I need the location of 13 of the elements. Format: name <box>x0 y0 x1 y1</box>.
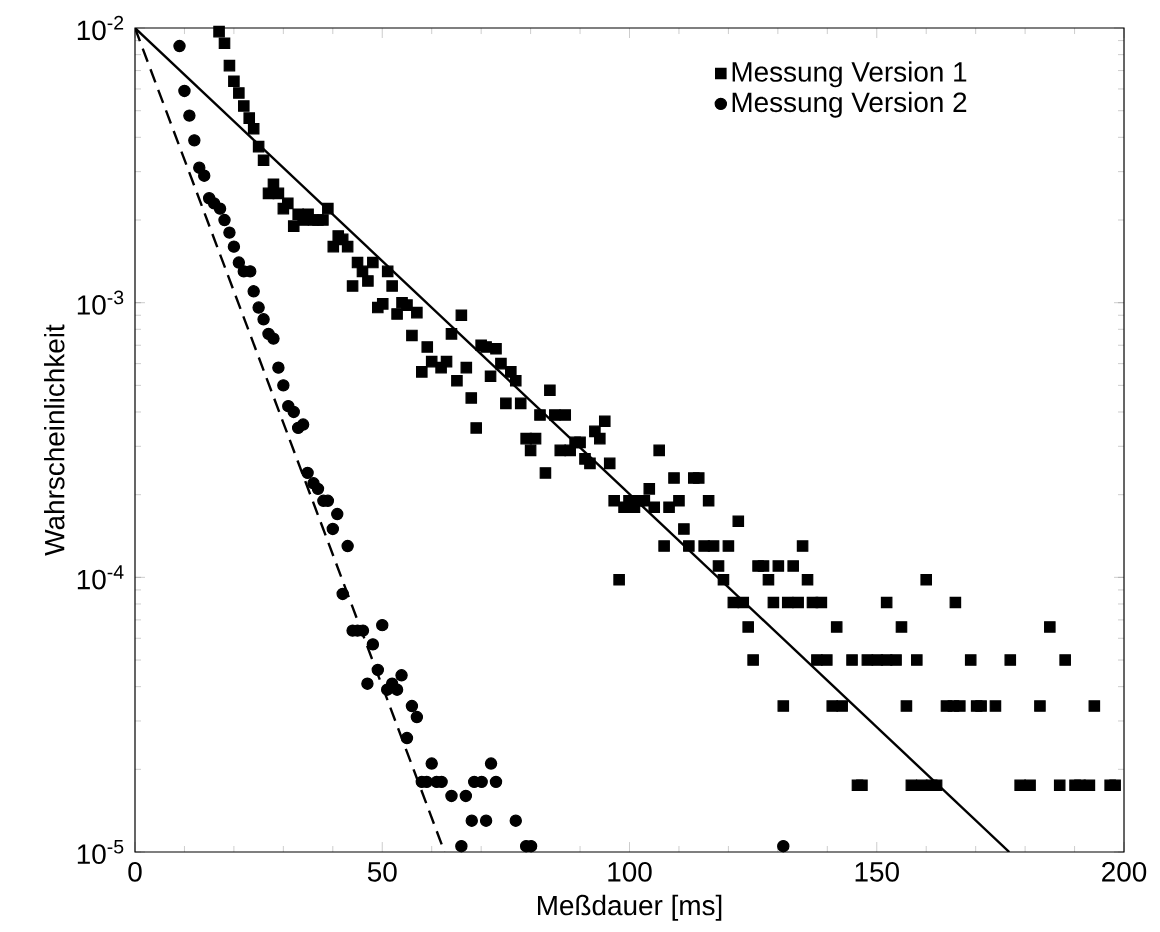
x-tick-label: 50 <box>367 861 397 882</box>
x-tick-label: 100 <box>608 861 652 882</box>
legend-label: Messung Version 2 <box>732 91 967 118</box>
y-tick-label: 10$^{-3}$ <box>77 290 124 315</box>
x-tick-label: 200 <box>1102 861 1147 882</box>
legend-label: Messung Version 1 <box>732 61 967 88</box>
y-tick-label: 10$^{-5}$ <box>77 839 124 865</box>
y-tick-label: 10$^{-4}$ <box>77 565 124 590</box>
x-tick-label: 0 <box>128 861 142 882</box>
y-tick-label: 10$^{-2}$ <box>77 15 124 41</box>
x-axis-title: Meßdauer [ms] <box>538 894 722 921</box>
x-tick-label: 150 <box>855 861 899 882</box>
y-axis-title: Wahrscheinlichkeit <box>44 324 65 556</box>
